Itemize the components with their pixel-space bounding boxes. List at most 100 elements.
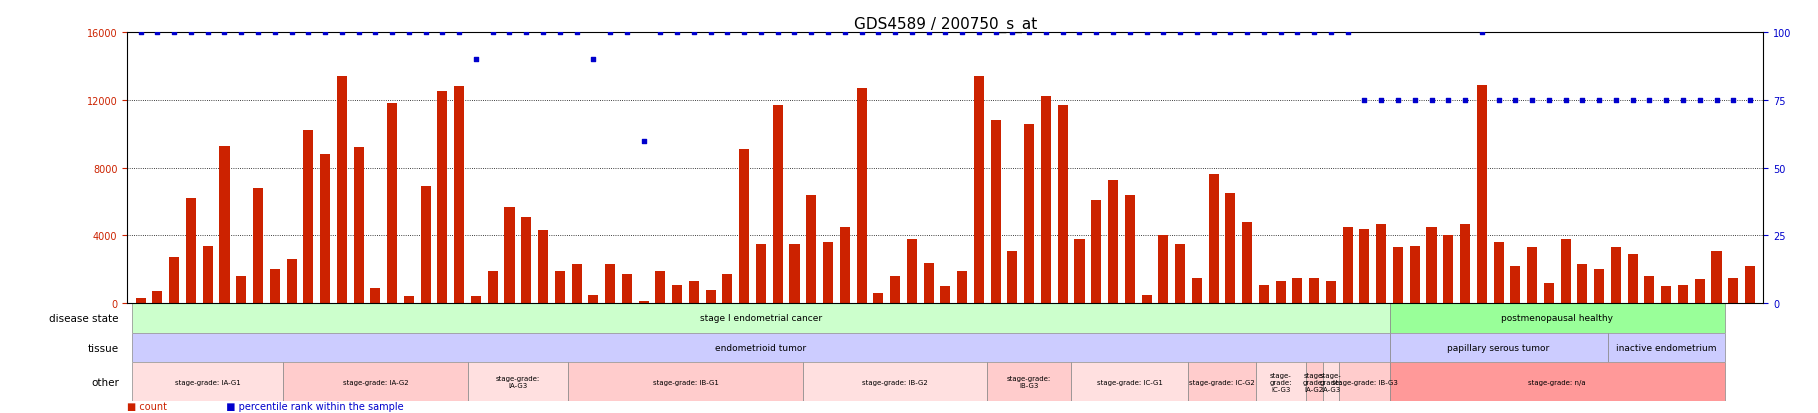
Bar <box>907 239 916 304</box>
Bar <box>1258 285 1269 304</box>
Point <box>1434 97 1463 104</box>
Bar <box>1389 363 1725 401</box>
Text: stage-grade:
IA-G3: stage-grade: IA-G3 <box>496 375 540 388</box>
Bar <box>136 298 145 304</box>
Bar <box>740 150 749 304</box>
Point <box>1483 97 1513 104</box>
Point <box>914 30 944 36</box>
Bar <box>353 148 364 304</box>
Point <box>193 30 222 36</box>
Bar <box>1662 287 1671 304</box>
Text: stage-grade: n/a: stage-grade: n/a <box>1529 379 1585 385</box>
Point <box>1316 30 1345 36</box>
Point <box>478 30 507 36</box>
Bar <box>185 199 196 304</box>
Point <box>445 30 474 36</box>
Point <box>1367 97 1396 104</box>
Bar <box>873 293 884 304</box>
Point <box>680 30 709 36</box>
Point <box>125 30 155 36</box>
Point <box>1098 30 1127 36</box>
Bar <box>1189 363 1256 401</box>
Text: disease state: disease state <box>49 313 118 323</box>
Bar <box>420 187 431 304</box>
Bar <box>824 242 833 304</box>
Bar <box>522 217 531 304</box>
Bar <box>220 146 229 304</box>
Point <box>1014 30 1044 36</box>
Point <box>1200 30 1229 36</box>
Point <box>1534 97 1563 104</box>
Bar <box>284 363 467 401</box>
Bar <box>1376 224 1387 304</box>
Point <box>645 30 674 36</box>
Bar <box>974 77 984 304</box>
Point <box>813 30 842 36</box>
Point <box>796 30 825 36</box>
Point <box>562 30 591 36</box>
Bar <box>1309 278 1320 304</box>
Point <box>395 30 424 36</box>
Point <box>160 30 189 36</box>
Text: stage I endometrial cancer: stage I endometrial cancer <box>700 314 822 323</box>
Text: stage-grade: IB-G3: stage-grade: IB-G3 <box>1331 379 1398 385</box>
Point <box>1634 97 1663 104</box>
Bar <box>1325 282 1336 304</box>
Bar <box>722 275 733 304</box>
Point <box>1216 30 1245 36</box>
Point <box>1114 30 1144 36</box>
Bar <box>805 195 816 304</box>
Point <box>629 138 658 145</box>
Bar <box>956 271 967 304</box>
Point <box>1049 30 1078 36</box>
Point <box>260 30 289 36</box>
Point <box>662 30 691 36</box>
Point <box>1182 30 1211 36</box>
Point <box>1451 97 1480 104</box>
Bar <box>1305 363 1322 401</box>
Point <box>596 30 625 36</box>
Bar <box>1242 222 1253 304</box>
Point <box>1333 30 1362 36</box>
Bar <box>1158 236 1169 304</box>
Point <box>529 30 558 36</box>
Bar <box>454 87 464 304</box>
Point <box>947 30 976 36</box>
Point <box>545 30 574 36</box>
Bar <box>1293 278 1302 304</box>
Bar <box>940 287 951 304</box>
Text: stage-grade: IB-G1: stage-grade: IB-G1 <box>653 379 718 385</box>
Point <box>864 30 893 36</box>
Point <box>1165 30 1194 36</box>
Bar <box>1409 246 1420 304</box>
Point <box>1300 30 1329 36</box>
Text: stage-grade: IB-G2: stage-grade: IB-G2 <box>862 379 927 385</box>
Bar <box>538 231 547 304</box>
Bar <box>1543 283 1554 304</box>
Bar <box>1711 251 1722 304</box>
Bar <box>1476 85 1487 304</box>
Bar <box>622 275 633 304</box>
Point <box>1518 97 1547 104</box>
Bar <box>1322 363 1340 401</box>
Bar <box>689 282 698 304</box>
Bar <box>287 259 296 304</box>
Bar <box>1276 282 1285 304</box>
Bar <box>1678 285 1689 304</box>
Point <box>578 57 607 63</box>
Text: other: other <box>91 377 118 387</box>
Point <box>227 30 256 36</box>
Bar <box>1340 363 1389 401</box>
Point <box>1669 97 1698 104</box>
Point <box>511 30 540 36</box>
Bar <box>638 302 649 304</box>
Point <box>1502 97 1531 104</box>
Bar <box>991 121 1000 304</box>
Bar <box>471 297 482 304</box>
Point <box>411 30 440 36</box>
Bar <box>202 246 213 304</box>
Bar <box>320 155 331 304</box>
Bar <box>1389 333 1607 363</box>
Point <box>1736 97 1765 104</box>
Point <box>1618 97 1647 104</box>
